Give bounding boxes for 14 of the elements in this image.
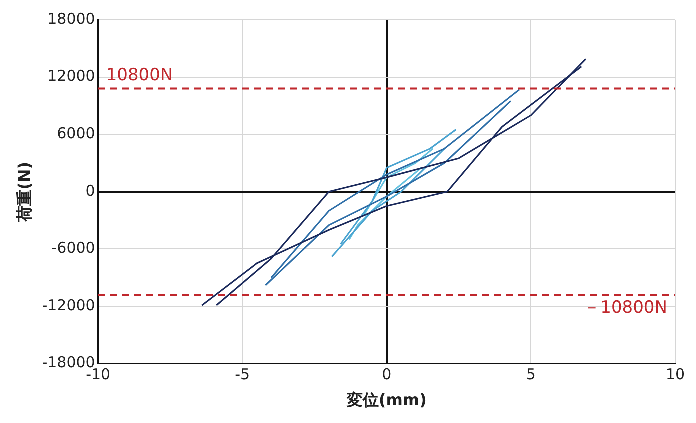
x-tick-label: -5: [235, 366, 250, 384]
y-tick-label: 12000: [48, 67, 96, 86]
y-tick-label: 6000: [57, 124, 96, 142]
ref-line-label: －10800N: [584, 298, 668, 318]
x-tick-label: 0: [382, 366, 392, 384]
y-tick-label: 18000: [48, 10, 96, 28]
y-tick-label: -6000: [52, 239, 96, 258]
x-axis-title: 変位(mm): [346, 390, 427, 410]
x-tick-label: 5: [526, 366, 536, 384]
ref-line-label: 10800N: [106, 66, 174, 86]
x-tick-label: 10: [666, 366, 686, 384]
y-axis-title: 荷重(N): [14, 162, 34, 223]
y-tick-label: 0: [86, 182, 96, 200]
y-tick-label: -12000: [42, 296, 96, 314]
